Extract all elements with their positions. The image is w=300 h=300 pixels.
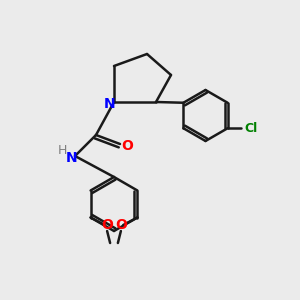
Text: H: H (58, 144, 67, 157)
Text: N: N (104, 97, 115, 110)
Text: O: O (101, 218, 113, 232)
Text: O: O (122, 139, 134, 152)
Text: Cl: Cl (244, 122, 257, 135)
Text: O: O (115, 218, 127, 232)
Text: N: N (66, 151, 77, 164)
